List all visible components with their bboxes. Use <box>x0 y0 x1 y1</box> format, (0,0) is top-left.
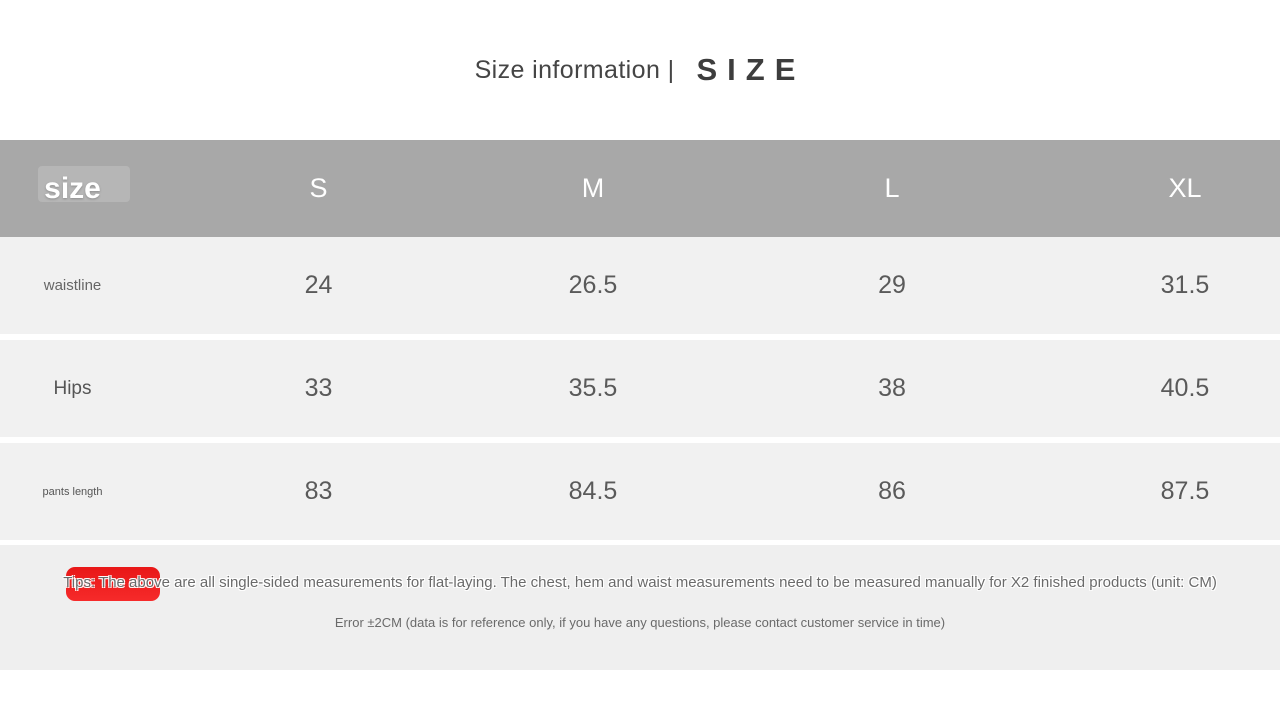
tips-badge <box>66 567 160 601</box>
cell-hips-xl: 40.5 <box>1160 374 1210 402</box>
tips-text: Tips: The above are all single-sided mea… <box>63 574 1217 591</box>
row-label: waistline <box>43 277 102 294</box>
error-note-text: Error ±2CM (data is for reference only, … <box>334 615 946 630</box>
cell-pants-m: 84.5 <box>568 477 618 505</box>
header-cell-size: size <box>44 171 101 205</box>
size-table-header: size S M L XL <box>0 140 1280 237</box>
cell-pants-s: 83 <box>304 477 333 505</box>
header-cell-xl: XL <box>1168 173 1202 203</box>
cell-pants-l: 86 <box>878 477 906 505</box>
row-label: pants length <box>42 485 103 498</box>
cell-waistline-l: 29 <box>878 271 906 299</box>
header-cell-l: L <box>884 173 900 203</box>
cell-hips-s: 33 <box>304 374 333 402</box>
row-label: Hips <box>53 377 92 399</box>
cell-waistline-m: 26.5 <box>568 271 618 299</box>
header-cell-m: M <box>581 173 605 203</box>
header-cell-s: S <box>309 173 328 203</box>
cell-waistline-s: 24 <box>304 271 333 299</box>
cell-waistline-xl: 31.5 <box>1160 271 1210 299</box>
table-row-waistline: waistline 24 26.5 29 31.5 <box>0 237 1280 334</box>
cell-hips-l: 38 <box>878 374 906 402</box>
title-bar: Size information | SIZE <box>0 0 1280 140</box>
page-title: Size information | <box>474 55 675 84</box>
tips-section: Tips: The above are all single-sided mea… <box>0 545 1280 670</box>
cell-hips-m: 35.5 <box>568 374 618 402</box>
size-header-highlight <box>38 166 130 202</box>
table-row-hips: Hips 33 35.5 38 40.5 <box>0 340 1280 437</box>
cell-pants-xl: 87.5 <box>1160 477 1210 505</box>
table-row-pants-length: pants length 83 84.5 86 87.5 <box>0 443 1280 540</box>
page-title-accent: SIZE <box>696 52 806 87</box>
